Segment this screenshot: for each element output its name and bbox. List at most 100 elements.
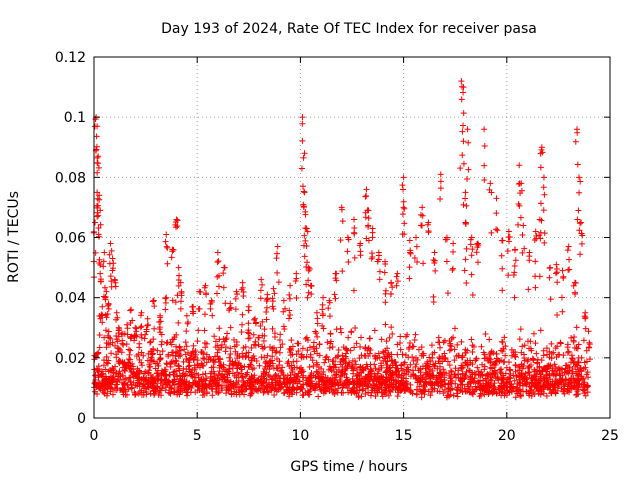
- data-point-trail: [232, 306, 239, 313]
- data-point-trail: [546, 274, 553, 281]
- background-point: [512, 349, 519, 356]
- x-tick-label: 10: [291, 428, 309, 444]
- background-point: [386, 387, 393, 394]
- y-tick-label: 0.02: [55, 351, 86, 367]
- background-point: [328, 386, 335, 393]
- background-point: [407, 381, 414, 388]
- background-point: [416, 383, 423, 390]
- background-point: [526, 345, 533, 352]
- data-point-trail: [578, 240, 585, 247]
- background-point: [243, 386, 250, 393]
- data-point-trail: [115, 327, 122, 334]
- data-point: [274, 243, 281, 250]
- background-point: [201, 356, 208, 363]
- data-point-trail: [337, 237, 344, 244]
- background-point: [315, 381, 322, 388]
- background-point: [175, 362, 182, 369]
- background-point: [148, 378, 155, 385]
- data-point-trail: [149, 298, 156, 305]
- background-point: [96, 344, 103, 351]
- background-point: [518, 361, 525, 368]
- background-point: [551, 361, 558, 368]
- data-point-trail: [351, 254, 358, 261]
- data-point-trail: [195, 306, 202, 313]
- data-point-trail: [170, 246, 177, 253]
- data-point-trail: [532, 258, 539, 265]
- background-point: [238, 374, 245, 381]
- background-point: [238, 329, 245, 336]
- background-point: [210, 358, 217, 365]
- data-point-trail: [437, 178, 444, 185]
- data-point-trail: [107, 273, 114, 280]
- background-point: [181, 385, 188, 392]
- data-point-trail: [114, 345, 121, 352]
- background-point: [419, 374, 426, 381]
- data-point: [97, 270, 104, 277]
- background-point: [298, 369, 305, 376]
- data-point-trail: [304, 294, 311, 301]
- background-point: [311, 384, 318, 391]
- data-point-trail: [325, 305, 332, 312]
- background-point: [513, 373, 520, 380]
- background-point: [417, 378, 424, 385]
- background-point: [215, 371, 222, 378]
- background-point: [557, 340, 564, 347]
- data-point-trail: [213, 290, 220, 297]
- data-point: [301, 189, 308, 196]
- background-point: [429, 382, 436, 389]
- background-point: [441, 386, 448, 393]
- data-point-trail: [286, 291, 293, 298]
- background-point: [390, 381, 397, 388]
- background-point: [99, 373, 106, 380]
- data-point: [578, 219, 585, 226]
- data-point-trail: [554, 312, 561, 319]
- background-point: [261, 365, 268, 372]
- data-point-trail: [314, 315, 321, 322]
- background-point: [570, 375, 577, 382]
- background-point: [133, 371, 140, 378]
- background-point: [353, 373, 360, 380]
- background-point: [531, 368, 538, 375]
- data-point: [462, 189, 469, 196]
- background-point: [107, 335, 114, 342]
- background-point: [242, 373, 249, 380]
- background-point: [166, 389, 173, 396]
- background-point: [313, 345, 320, 352]
- data-point: [532, 228, 539, 235]
- data-point-trail: [162, 299, 169, 306]
- data-point-trail: [460, 110, 467, 117]
- data-point-trail: [369, 229, 376, 236]
- background-point: [239, 354, 246, 361]
- data-point-trail: [357, 248, 364, 255]
- data-point-trail: [95, 212, 102, 219]
- data-point-trail: [97, 315, 104, 322]
- data-point-trail: [465, 166, 472, 173]
- background-point: [343, 382, 350, 389]
- background-point: [451, 325, 458, 332]
- x-tick-label: 20: [498, 428, 516, 444]
- data-point-trail: [93, 143, 100, 150]
- background-point: [374, 370, 381, 377]
- background-point: [565, 370, 572, 377]
- data-point-trail: [449, 265, 456, 272]
- background-point: [94, 391, 101, 398]
- background-point: [547, 384, 554, 391]
- background-point: [260, 337, 267, 344]
- background-point: [214, 342, 221, 349]
- data-point-trail: [127, 307, 134, 314]
- data-point-trail: [463, 245, 470, 252]
- background-point: [337, 325, 344, 332]
- background-point: [344, 363, 351, 370]
- background-point: [389, 373, 396, 380]
- background-point: [493, 390, 500, 397]
- background-point: [458, 338, 465, 345]
- background-point: [265, 381, 272, 388]
- background-point: [517, 326, 524, 333]
- background-point: [342, 367, 349, 374]
- data-point-trail: [169, 248, 176, 255]
- y-tick-label: 0: [77, 411, 86, 427]
- background-point: [279, 341, 286, 348]
- background-point: [348, 329, 355, 336]
- background-point: [538, 357, 545, 364]
